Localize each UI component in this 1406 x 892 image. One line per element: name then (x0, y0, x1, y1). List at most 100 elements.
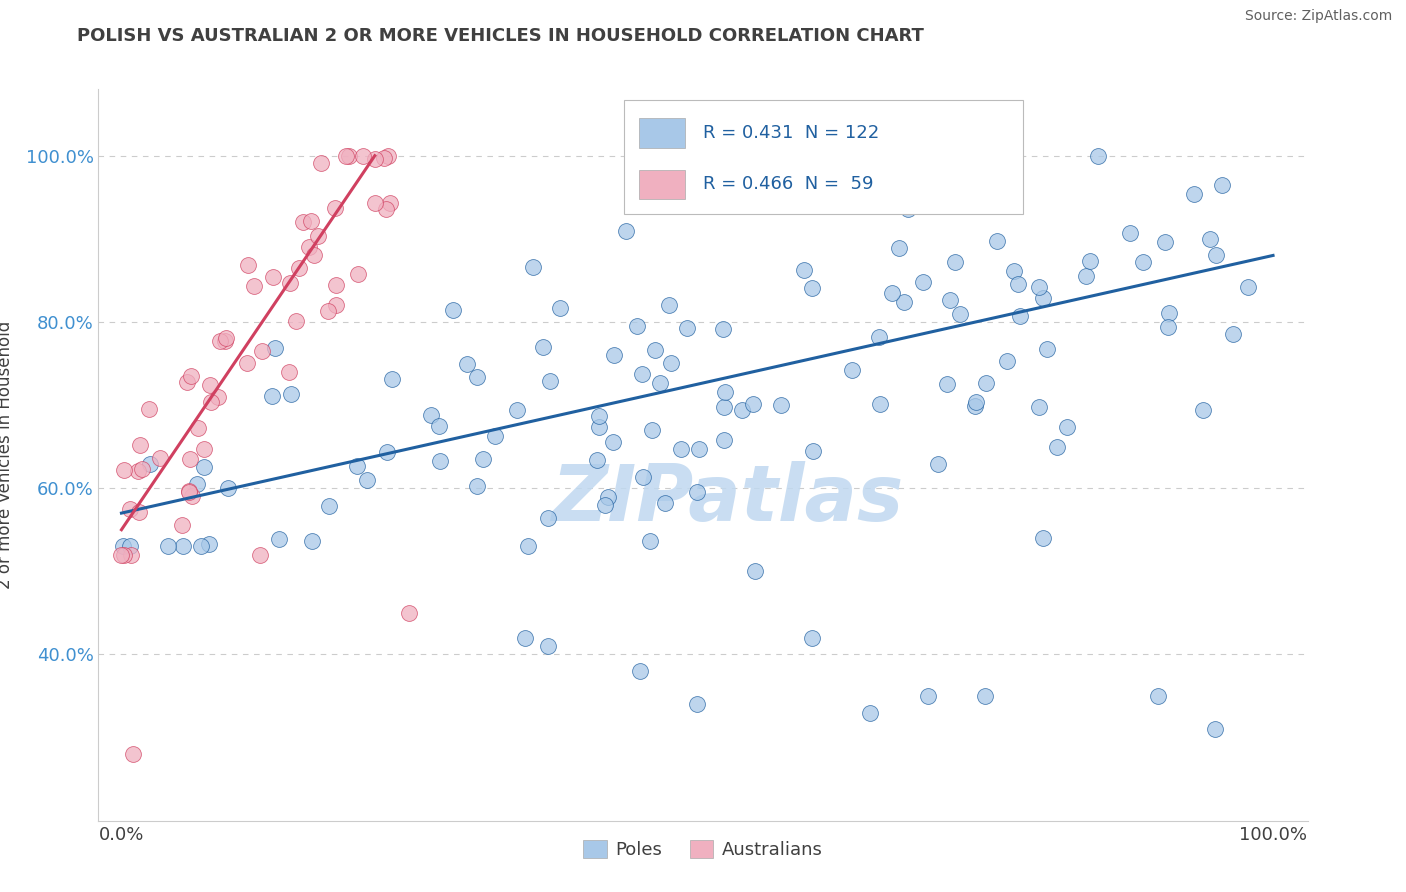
Point (538, 374, 561, 388)
Point (419, 408, 441, 422)
Point (631, 367, 654, 381)
Point (193, 442, 215, 456)
Point (375, 445, 398, 459)
Point (995, 354, 1018, 368)
Point (986, 234, 1008, 248)
Point (588, 420, 610, 434)
Point (711, 322, 734, 336)
Point (139, 458, 162, 472)
Point (112, 463, 135, 477)
Point (302, 248, 325, 262)
Point (513, 631, 536, 645)
Point (398, 606, 420, 620)
Point (120, 548, 142, 562)
Point (1076, 268, 1098, 283)
Point (1007, 277, 1029, 291)
Point (586, 453, 609, 467)
Point (1087, 149, 1109, 163)
Point (713, 401, 735, 415)
Point (631, 470, 654, 484)
Point (603, 348, 626, 362)
Point (484, 429, 506, 443)
Point (127, 464, 149, 478)
Point (614, 224, 637, 238)
Point (262, 389, 284, 403)
Point (291, 215, 314, 229)
Point (325, 298, 347, 312)
Point (912, 275, 935, 289)
Point (364, 152, 387, 166)
Point (744, 564, 766, 578)
Point (675, 321, 697, 335)
Point (974, 376, 997, 390)
Point (869, 397, 891, 411)
Point (128, 504, 150, 518)
Point (267, 532, 290, 546)
Point (377, 149, 399, 163)
Point (309, 156, 332, 170)
Point (516, 539, 538, 553)
Point (506, 403, 529, 417)
Point (214, 334, 236, 348)
Point (1032, 531, 1054, 545)
Point (939, 293, 962, 307)
Point (893, 294, 915, 309)
Point (335, 149, 357, 163)
Point (364, 196, 387, 211)
Point (429, 454, 451, 468)
Point (465, 478, 488, 492)
Point (236, 356, 259, 370)
Point (316, 303, 339, 318)
Legend: Poles, Australians: Poles, Australians (576, 833, 830, 866)
Point (927, 458, 949, 472)
Point (427, 419, 450, 434)
Point (1236, 279, 1258, 293)
Point (1157, 320, 1180, 334)
Point (198, 378, 221, 392)
Point (522, 260, 544, 274)
Point (352, 149, 374, 163)
Point (648, 376, 671, 390)
Point (713, 433, 735, 447)
Point (110, 548, 132, 562)
Point (1132, 255, 1154, 269)
Point (131, 462, 153, 476)
Point (301, 533, 323, 548)
Point (190, 539, 212, 553)
Point (1028, 280, 1050, 294)
Point (1192, 402, 1215, 417)
Point (628, 664, 651, 678)
Point (278, 277, 301, 291)
Point (112, 539, 135, 553)
Point (659, 356, 682, 370)
Point (209, 334, 232, 348)
Point (841, 363, 863, 377)
Point (200, 394, 222, 409)
Point (288, 260, 311, 275)
Point (207, 390, 229, 404)
Point (1008, 310, 1031, 324)
Point (1056, 420, 1078, 434)
Point (277, 365, 299, 379)
Point (537, 510, 560, 524)
Point (179, 484, 201, 499)
Point (177, 484, 200, 499)
Point (1154, 235, 1177, 250)
Point (1147, 689, 1170, 703)
Point (373, 151, 395, 165)
Point (250, 344, 273, 359)
Point (263, 341, 285, 355)
Point (1032, 291, 1054, 305)
Point (249, 548, 271, 562)
Point (880, 286, 903, 301)
Point (1222, 326, 1244, 341)
FancyBboxPatch shape (638, 169, 685, 199)
Point (441, 303, 464, 318)
Point (346, 458, 368, 473)
Point (193, 459, 215, 474)
Point (1046, 440, 1069, 454)
Point (347, 268, 370, 282)
Point (897, 202, 920, 216)
Point (456, 357, 478, 371)
Text: R = 0.466  N =  59: R = 0.466 N = 59 (703, 176, 873, 194)
